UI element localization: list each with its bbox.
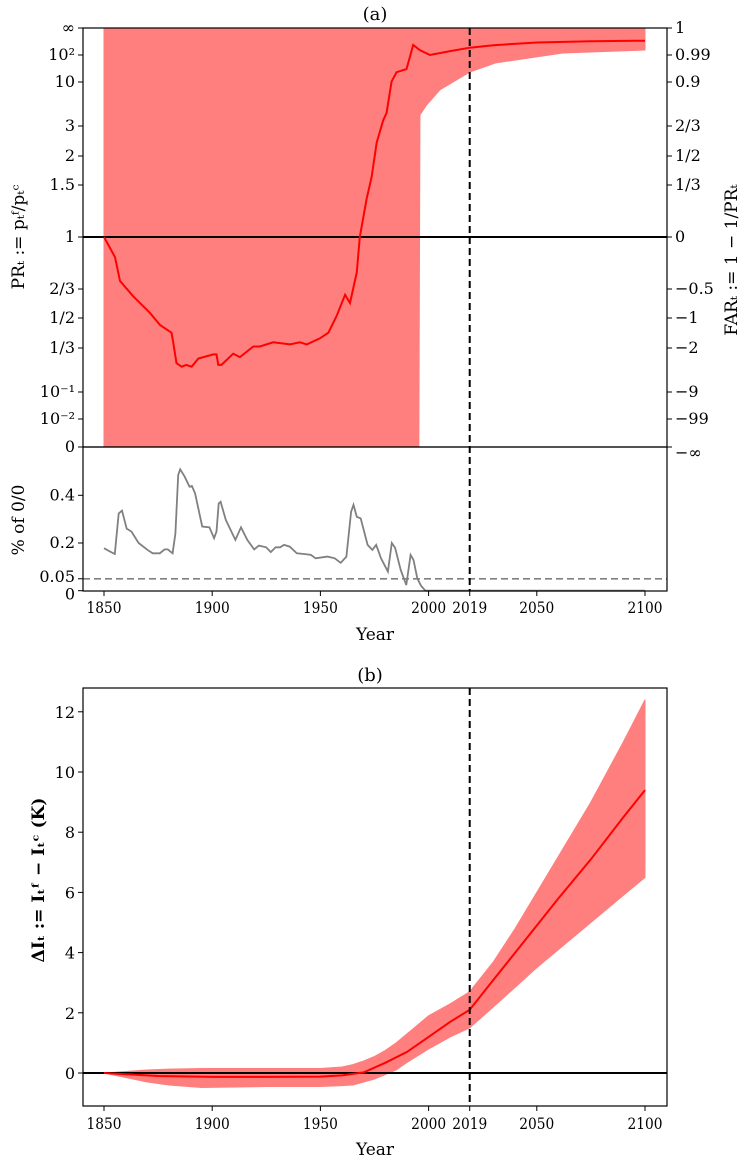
y-tick-label: 0.05 bbox=[39, 567, 75, 586]
y-tick-label: 4 bbox=[65, 944, 75, 963]
y-tick-label: 10² bbox=[48, 45, 75, 64]
y-tick-label: 1.5 bbox=[50, 175, 75, 194]
percent-undefined-line bbox=[103, 467, 645, 592]
y-right-tick-label: −9 bbox=[675, 382, 699, 401]
y-right-tick-label: 2/3 bbox=[675, 116, 701, 135]
y-tick-label: 10 bbox=[55, 72, 75, 91]
y-tick-label: 0 bbox=[65, 437, 75, 456]
y-tick-label: 2 bbox=[65, 1004, 75, 1023]
x-tick-label: 1850 bbox=[87, 598, 122, 617]
y-axis-label: % of 0/0 bbox=[9, 485, 29, 556]
y-tick-label: 2/3 bbox=[49, 279, 75, 298]
x-tick-label: 2050 bbox=[519, 598, 554, 617]
x-tick-label: 2100 bbox=[628, 598, 663, 617]
y-axis-label: PRₜ := pₜᶠ/pₜᶜ bbox=[9, 185, 29, 290]
x-tick-label: 2019 bbox=[452, 1114, 487, 1133]
panel-b-delta-i: 0 2 4 6 8 10 12 1850 1900 1950 2000 2019 2050 2100 Yea… bbox=[29, 665, 668, 1158]
y-tick-label: 12 bbox=[55, 703, 75, 722]
y-axis-right-label: FARₜ := 1 − 1/PRₜ bbox=[722, 184, 742, 336]
x-tick-label: 2050 bbox=[519, 1114, 554, 1133]
x-tick-label: 1850 bbox=[87, 1114, 122, 1133]
delta-i-uncertainty-band bbox=[103, 699, 646, 1088]
y-right-tick-label: 1/3 bbox=[675, 175, 701, 194]
y-right-tick-label: 1 bbox=[675, 18, 685, 37]
y-right-tick-label: 0 bbox=[675, 227, 685, 246]
x-tick-label: 1900 bbox=[195, 1114, 230, 1133]
y-right-tick-label: 0.99 bbox=[675, 45, 711, 64]
x-tick-label: 1950 bbox=[303, 598, 338, 617]
y-tick-label: 2 bbox=[65, 146, 75, 165]
y-right-tick-label: −1 bbox=[675, 308, 699, 327]
y-tick-label: 10⁻² bbox=[40, 409, 75, 428]
y-right-tick-label: 1/2 bbox=[675, 146, 701, 165]
y-right-tick-label: −2 bbox=[675, 338, 699, 357]
panel-b-frame bbox=[82, 687, 668, 1107]
y-right-tick-label: −0.5 bbox=[675, 279, 714, 298]
x-tick-label: 2019 bbox=[452, 598, 487, 617]
delta-i-mean-line bbox=[103, 789, 646, 1078]
y-right-tick-label: −99 bbox=[675, 409, 709, 428]
y-tick-label: 10⁻¹ bbox=[40, 382, 75, 401]
y-tick-label: 0 bbox=[65, 1064, 75, 1083]
y-tick-label: ∞ bbox=[62, 18, 75, 37]
x-tick-label: 2000 bbox=[411, 598, 446, 617]
y-axis-label: ΔIₜ := Iₜᶠ − Iₜᶜ (K) bbox=[29, 798, 49, 963]
y-right-tick-label: −∞ bbox=[675, 443, 702, 462]
y-tick-label: 1 bbox=[65, 227, 75, 246]
x-tick-label: 1950 bbox=[303, 1114, 338, 1133]
y-tick-label: 1/2 bbox=[49, 308, 75, 327]
x-axis-label: Year bbox=[355, 1140, 395, 1158]
panel-a-title: (a) bbox=[363, 4, 388, 25]
y-tick-label: 1/3 bbox=[49, 338, 75, 357]
x-tick-label: 1900 bbox=[195, 598, 230, 617]
x-tick-label: 2100 bbox=[628, 1114, 663, 1133]
panel-sub-frame bbox=[82, 446, 668, 592]
y-tick-label: 0 bbox=[65, 585, 75, 604]
y-tick-label: 6 bbox=[65, 883, 75, 902]
x-axis-label: Year bbox=[355, 625, 395, 645]
y-right-tick-label: 0.9 bbox=[675, 72, 700, 91]
y-tick-label: 3 bbox=[65, 116, 75, 135]
x-tick-label: 2000 bbox=[411, 1114, 446, 1133]
y-tick-label: 0.4 bbox=[50, 485, 75, 504]
pr-mean-line bbox=[103, 39, 646, 368]
panel-b-title: (b) bbox=[357, 665, 383, 686]
y-tick-label: 10 bbox=[55, 763, 75, 782]
y-tick-label: 0.2 bbox=[50, 533, 75, 552]
y-tick-label: 8 bbox=[65, 823, 75, 842]
